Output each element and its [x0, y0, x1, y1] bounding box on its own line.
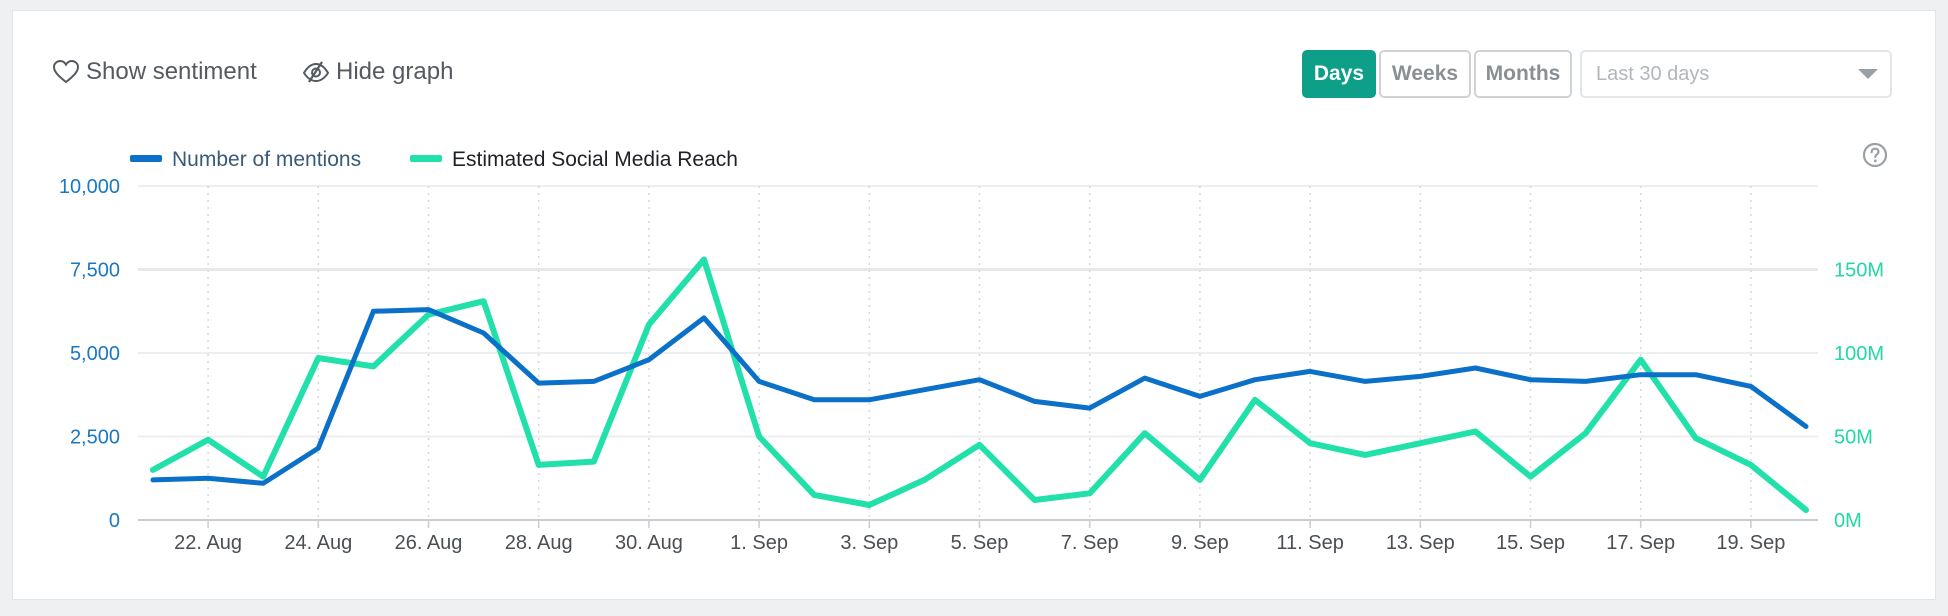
chart-card [12, 10, 1936, 600]
date-range-select[interactable]: Last 30 days [1580, 50, 1892, 98]
y-left-tick-label: 5,000 [70, 343, 120, 365]
y-left-tick-label: 7,500 [70, 260, 120, 282]
legend-label-reach: Estimated Social Media Reach [452, 148, 738, 171]
x-tick-label: 22. Aug [174, 532, 242, 554]
series [150, 256, 1809, 513]
x-tick-label: 1. Sep [730, 532, 788, 554]
eye-slash-icon [302, 61, 330, 83]
x-tick-label: 17. Sep [1606, 532, 1675, 554]
x-tick-label: 24. Aug [284, 532, 352, 554]
show-sentiment-button[interactable]: Show sentiment [52, 58, 257, 86]
question-circle-icon[interactable] [1862, 142, 1888, 168]
x-tick-label: 30. Aug [615, 532, 683, 554]
mentions-series-line[interactable] [150, 307, 1809, 486]
x-tick-label: 7. Sep [1061, 532, 1119, 554]
hide-graph-label: Hide graph [336, 58, 454, 85]
months-button[interactable]: Months [1474, 50, 1572, 98]
show-sentiment-label: Show sentiment [86, 58, 257, 85]
legend: Number of mentions Estimated Social Medi… [130, 148, 738, 171]
grid [138, 185, 1818, 520]
y-right-tick-label: 50M [1834, 427, 1873, 449]
y-right-tick-label: 100M [1834, 343, 1884, 365]
days-button[interactable]: Days [1302, 50, 1376, 98]
x-tick-label: 15. Sep [1496, 532, 1565, 554]
x-tick-label: 11. Sep [1276, 532, 1343, 554]
legend-swatch-mentions [130, 155, 162, 162]
weeks-button[interactable]: Weeks [1379, 50, 1471, 98]
y-left-tick-label: 0 [109, 510, 120, 532]
date-range-value: Last 30 days [1596, 63, 1710, 85]
y-left-tick-label: 2,500 [70, 427, 120, 449]
y-right-tick-label: 150M [1834, 260, 1884, 282]
x-tick-label: 3. Sep [840, 532, 898, 554]
axes: 0 2,500 5,000 7,500 10,000 0M 50M 100M 150M 22. A… [59, 176, 1884, 554]
x-tick-label: 13. Sep [1386, 532, 1455, 554]
legend-label-mentions: Number of mentions [172, 148, 361, 171]
reach-series-line[interactable] [150, 256, 1809, 513]
x-tick-label: 19. Sep [1716, 532, 1785, 554]
y-left-tick-label: 10,000 [59, 176, 120, 198]
caret-down-icon [1846, 52, 1890, 96]
y-right-tick-label: 0M [1834, 510, 1862, 532]
heart-outline-icon [52, 59, 80, 84]
x-tick-label: 5. Sep [951, 532, 1009, 554]
x-tick-label: 9. Sep [1171, 532, 1229, 554]
x-tick-label: 28. Aug [505, 532, 573, 554]
legend-item-mentions[interactable]: Number of mentions [130, 148, 361, 171]
legend-item-reach[interactable]: Estimated Social Media Reach [410, 148, 738, 171]
legend-swatch-reach [410, 155, 442, 162]
x-tick-label: 26. Aug [395, 532, 463, 554]
hide-graph-button[interactable]: Hide graph [302, 58, 453, 86]
